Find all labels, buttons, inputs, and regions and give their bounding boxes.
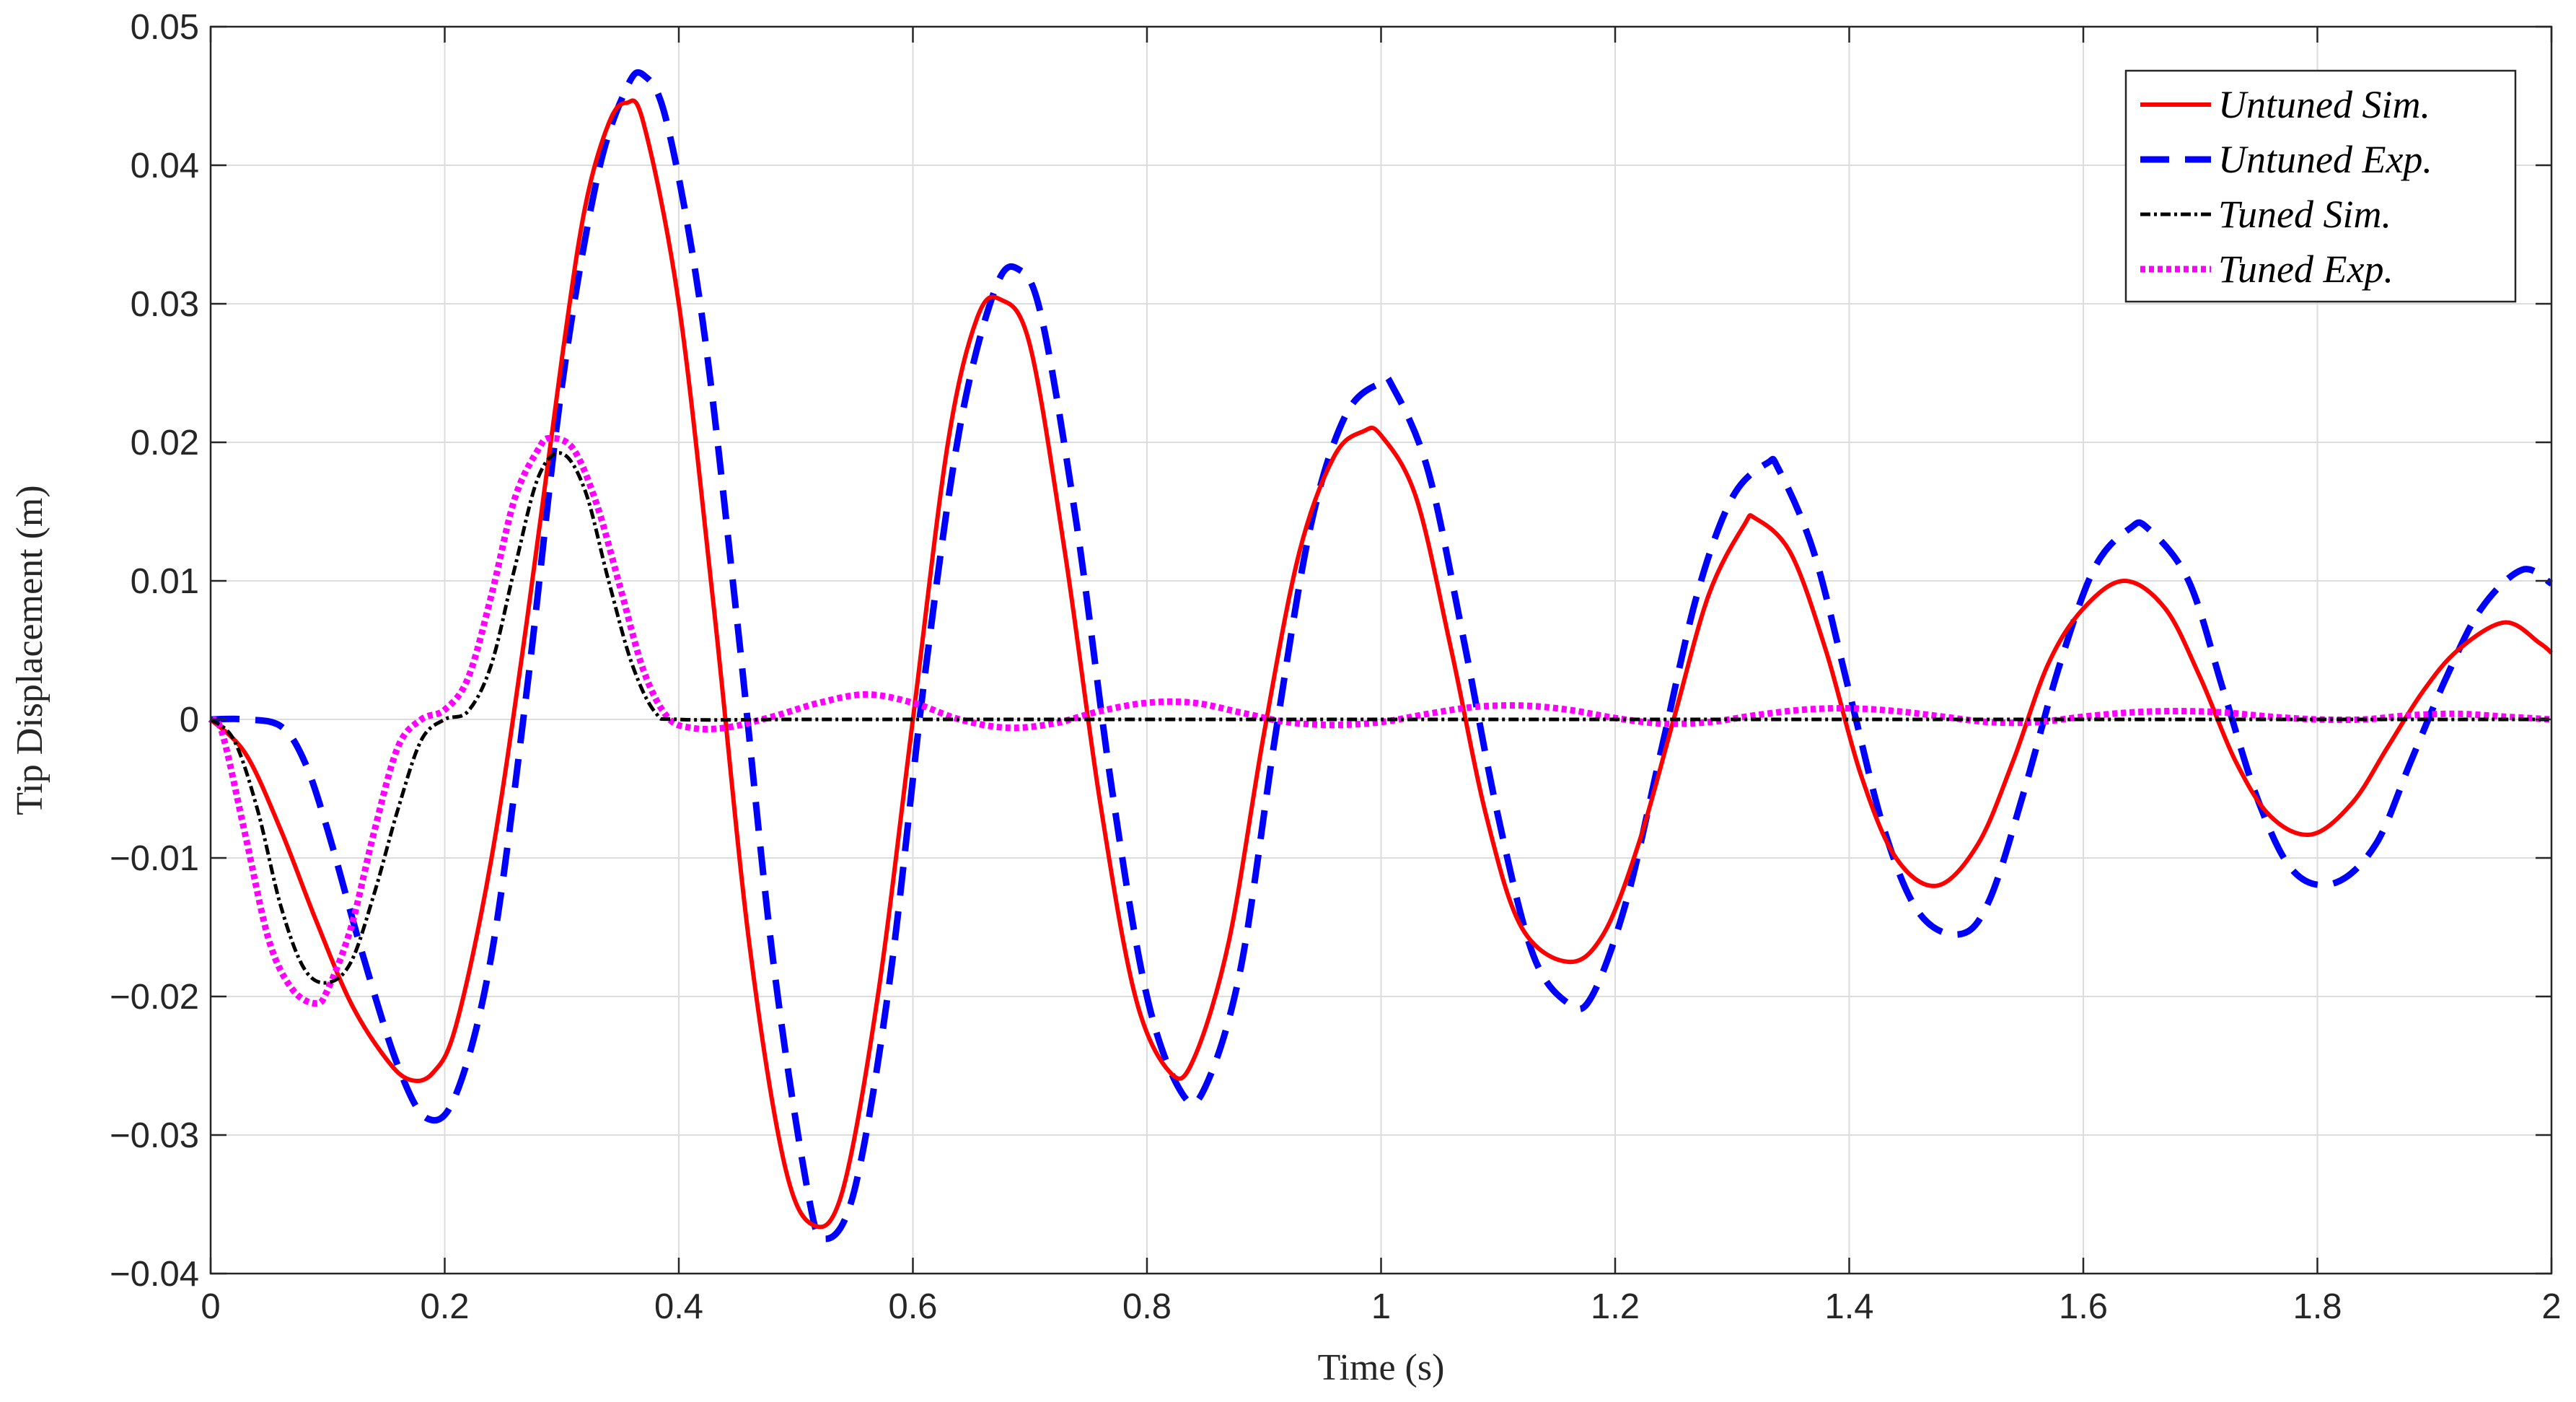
tick-marks [209,25,2553,1275]
series-line-untuned-sim [208,98,2553,1230]
x-tick-label: 1.8 [2293,1287,2342,1326]
x-tick-label: 2 [2541,1287,2561,1326]
x-tick-label: 1.2 [1591,1287,1640,1326]
y-tick-label: 0.03 [131,285,199,324]
series-line-untuned-exp [210,69,2554,1243]
legend: Untuned Sim. Untuned Exp. Tuned Sim. Tuned … [2124,69,2517,303]
x-tick-label: 1.6 [2059,1287,2108,1326]
x-tick-label: 0.2 [420,1287,469,1326]
legend-label-tuned-exp: Tuned Exp. [2218,247,2393,291]
legend-label-tuned-sim: Tuned Sim. [2218,193,2391,236]
y-tick-label: −0.01 [110,839,199,878]
x-tick-label: 0.6 [888,1287,937,1326]
x-tick-label: 1.4 [1824,1287,1873,1326]
series-lines [208,69,2554,1243]
y-tick-label: −0.04 [110,1255,199,1294]
x-axis-title: Time (s) [1318,1347,1445,1388]
legend-label-untuned-exp: Untuned Exp. [2218,138,2432,181]
series-line-tuned-sim [209,451,2551,985]
y-tick-label: 0.05 [131,8,199,47]
y-tick-label: 0.04 [131,146,199,185]
x-tick-label: 0.8 [1122,1287,1171,1326]
y-tick-label: 0 [180,701,199,740]
y-tick-label: −0.02 [110,978,199,1017]
x-tick-label: 1 [1371,1287,1391,1326]
legend-label-untuned-sim: Untuned Sim. [2218,83,2430,126]
x-tick-label: 0 [201,1287,220,1326]
x-tick-labels: 0 0.2 0.4 0.6 0.8 1 1.2 1.4 1.6 1.8 2 [201,1287,2561,1326]
y-axis-title: Tip Displacement (m) [9,485,50,815]
y-tick-label: 0.02 [131,424,199,463]
y-tick-label: −0.03 [110,1116,199,1155]
x-tick-label: 0.4 [654,1287,703,1326]
y-tick-labels: −0.04 −0.03 −0.02 −0.01 0 0.01 0.02 0.03 0.04 0.0… [110,8,199,1294]
y-tick-label: 0.01 [131,562,199,601]
legend-box [2124,69,2517,303]
